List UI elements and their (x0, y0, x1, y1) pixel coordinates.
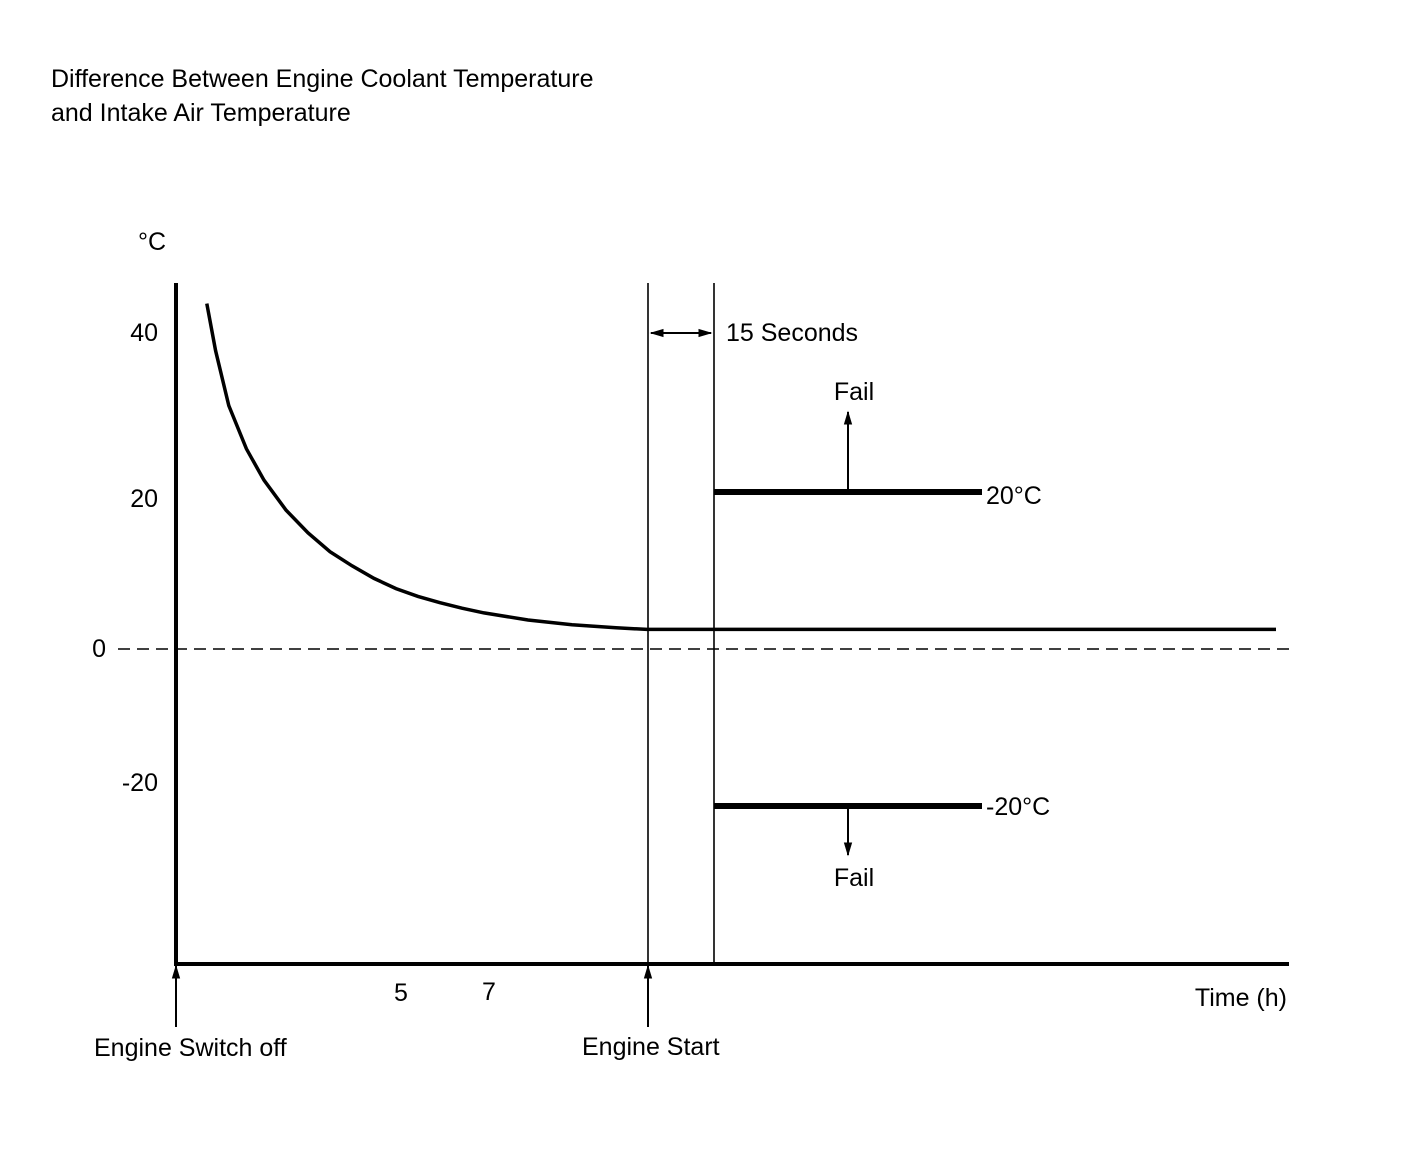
threshold-label-upper: 20°C (986, 482, 1042, 510)
threshold-label-lower: -20°C (986, 793, 1050, 821)
fail-label-upper: Fail (834, 378, 874, 406)
y-tick-label-40: 40 (130, 319, 158, 347)
y-axis-label: °C (138, 228, 166, 256)
x-axis-label: Time (h) (1195, 984, 1287, 1012)
y-tick-label-0: 0 (92, 635, 106, 663)
chart-title: Difference Between Engine Coolant Temper… (51, 62, 593, 130)
y-tick-label-20: 20 (130, 485, 158, 513)
event-label-engine-switch-off: Engine Switch off (94, 1034, 287, 1062)
event-label-engine-start: Engine Start (582, 1033, 720, 1061)
y-tick-label-minus20: -20 (122, 769, 158, 797)
chart-title-line1: Difference Between Engine Coolant Temper… (51, 65, 594, 93)
x-tick-label-5: 5 (394, 979, 408, 1007)
chart-title-line2: and Intake Air Temperature (51, 99, 351, 127)
series-line-temperature-difference (205, 303, 1276, 632)
interval-label: 15 Seconds (726, 319, 858, 347)
fail-label-lower: Fail (834, 864, 874, 892)
x-tick-label-7: 7 (482, 978, 496, 1006)
